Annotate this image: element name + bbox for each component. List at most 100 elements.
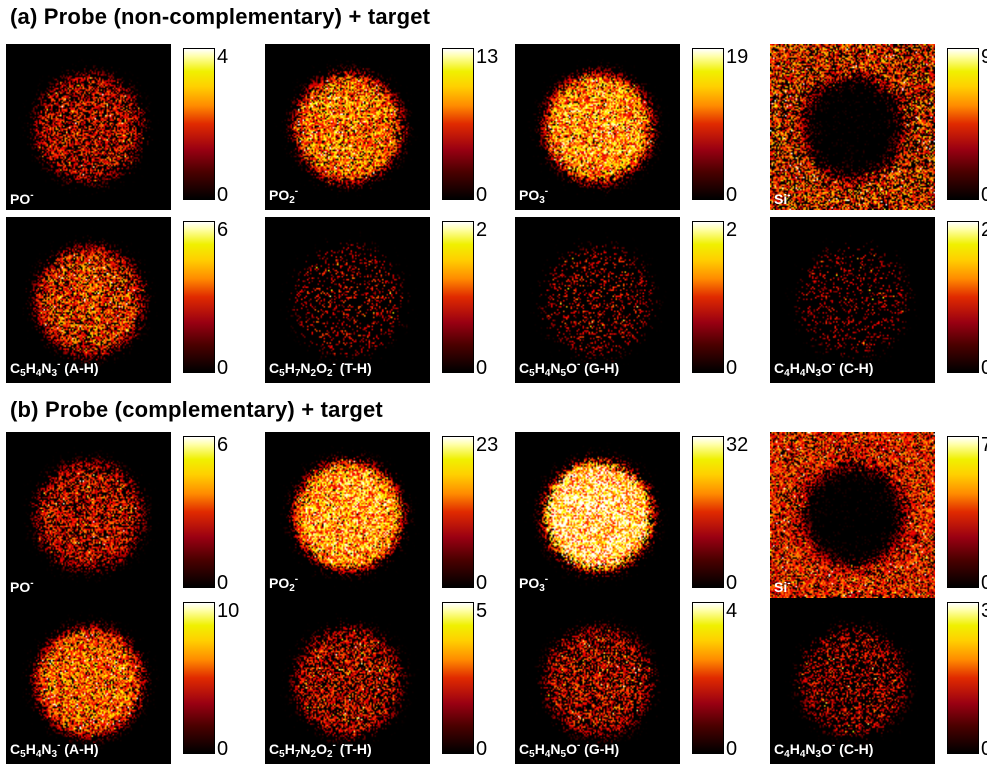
colorbar-max-label: 9 bbox=[981, 46, 987, 68]
ion-image bbox=[6, 598, 171, 764]
colorbar bbox=[442, 602, 474, 754]
ion-intensity-map: Si- bbox=[770, 432, 935, 598]
section-title-b: (b) Probe (complementary) + target bbox=[10, 397, 383, 422]
colorbar bbox=[692, 602, 724, 754]
colorbar-max-label: 2 bbox=[476, 219, 488, 241]
ion-intensity-map: C5H4N5O- (G-H) bbox=[515, 598, 680, 764]
ion-map-panel: PO2- 13 0 bbox=[265, 44, 510, 210]
ion-image bbox=[265, 44, 430, 210]
colorbar bbox=[183, 221, 215, 373]
section-title-a: (a) Probe (non-complementary) + target bbox=[10, 4, 431, 29]
ion-label: PO- bbox=[10, 190, 34, 207]
ion-intensity-map: PO2- bbox=[265, 432, 430, 598]
ion-image bbox=[265, 432, 430, 598]
colorbar-min-label: 0 bbox=[726, 184, 738, 206]
ion-intensity-map: PO2- bbox=[265, 44, 430, 210]
colorbar-min-label: 0 bbox=[981, 738, 987, 760]
ion-image bbox=[515, 598, 680, 764]
ion-map-panel: PO- 6 0 bbox=[6, 432, 251, 598]
ion-intensity-map: C4H4N3O- (C-H) bbox=[770, 598, 935, 764]
ion-map-panel: C5H4N3- (A-H) 10 0 bbox=[6, 598, 251, 764]
colorbar bbox=[692, 221, 724, 373]
ion-map-panel: C5H4N3- (A-H) 6 0 bbox=[6, 217, 251, 383]
ion-intensity-map: C5H7N2O2- (T-H) bbox=[265, 598, 430, 764]
ion-image bbox=[6, 217, 171, 383]
ion-map-panel: C5H4N5O- (G-H) 2 0 bbox=[515, 217, 760, 383]
ion-image bbox=[770, 432, 935, 598]
ion-map-panel: PO2- 23 0 bbox=[265, 432, 510, 598]
ion-label: Si- bbox=[774, 578, 791, 595]
ion-map-panel: C4H4N3O- (C-H) 3 0 bbox=[770, 598, 987, 764]
colorbar-max-label: 2 bbox=[726, 219, 738, 241]
ion-image bbox=[770, 44, 935, 210]
ion-image bbox=[265, 598, 430, 764]
ion-image bbox=[6, 44, 171, 210]
colorbar-min-label: 0 bbox=[726, 738, 738, 760]
colorbar-max-label: 23 bbox=[476, 434, 499, 456]
ion-label: C5H4N3- (A-H) bbox=[10, 740, 99, 760]
ion-label: C5H7N2O2- (T-H) bbox=[269, 740, 372, 760]
colorbar-min-label: 0 bbox=[981, 184, 987, 206]
ion-image bbox=[515, 217, 680, 383]
ion-image bbox=[515, 44, 680, 210]
ion-label: PO2- bbox=[269, 574, 299, 594]
colorbar-max-label: 6 bbox=[217, 219, 229, 241]
ion-label: PO3- bbox=[519, 186, 549, 206]
ion-map-panel: Si- 7 0 bbox=[770, 432, 987, 598]
colorbar-min-label: 0 bbox=[217, 184, 229, 206]
colorbar-min-label: 0 bbox=[726, 357, 738, 379]
colorbar-min-label: 0 bbox=[981, 572, 987, 594]
ion-map-panel: PO3- 32 0 bbox=[515, 432, 760, 598]
colorbar-min-label: 0 bbox=[476, 572, 488, 594]
colorbar-max-label: 13 bbox=[476, 46, 499, 68]
colorbar bbox=[947, 602, 979, 754]
colorbar-max-label: 6 bbox=[217, 434, 229, 456]
colorbar bbox=[947, 48, 979, 200]
ion-map-panel: PO- 4 0 bbox=[6, 44, 251, 210]
colorbar-max-label: 10 bbox=[217, 600, 240, 622]
colorbar-min-label: 0 bbox=[217, 572, 229, 594]
colorbar bbox=[947, 221, 979, 373]
ion-image bbox=[770, 598, 935, 764]
colorbar bbox=[442, 221, 474, 373]
ion-intensity-map: PO3- bbox=[515, 44, 680, 210]
colorbar-max-label: 19 bbox=[726, 46, 749, 68]
ion-label: C4H4N3O- (C-H) bbox=[774, 359, 874, 379]
colorbar-min-label: 0 bbox=[217, 357, 229, 379]
colorbar-min-label: 0 bbox=[476, 738, 488, 760]
ion-intensity-map: C5H4N5O- (G-H) bbox=[515, 217, 680, 383]
ion-intensity-map: Si- bbox=[770, 44, 935, 210]
ion-image bbox=[6, 432, 171, 598]
colorbar-max-label: 4 bbox=[726, 600, 738, 622]
colorbar-max-label: 7 bbox=[981, 434, 987, 456]
ion-image bbox=[770, 217, 935, 383]
ion-label: C4H4N3O- (C-H) bbox=[774, 740, 874, 760]
ion-label: Si- bbox=[774, 190, 791, 207]
ion-intensity-map: PO- bbox=[6, 432, 171, 598]
colorbar-min-label: 0 bbox=[981, 357, 987, 379]
colorbar-max-label: 3 bbox=[981, 600, 987, 622]
colorbar-min-label: 0 bbox=[217, 738, 229, 760]
ion-intensity-map: C5H4N3- (A-H) bbox=[6, 598, 171, 764]
colorbar-max-label: 5 bbox=[476, 600, 488, 622]
colorbar-min-label: 0 bbox=[726, 572, 738, 594]
ion-label: PO2- bbox=[269, 186, 299, 206]
ion-intensity-map: PO3- bbox=[515, 432, 680, 598]
ion-label: C5H4N5O- (G-H) bbox=[519, 359, 620, 379]
ion-label: PO3- bbox=[519, 574, 549, 594]
colorbar bbox=[183, 48, 215, 200]
colorbar-min-label: 0 bbox=[476, 357, 488, 379]
colorbar bbox=[442, 436, 474, 588]
colorbar bbox=[183, 602, 215, 754]
ion-label: C5H4N5O- (G-H) bbox=[519, 740, 620, 760]
colorbar bbox=[692, 436, 724, 588]
ion-map-panel: C4H4N3O- (C-H) 2 0 bbox=[770, 217, 987, 383]
colorbar bbox=[183, 436, 215, 588]
colorbar-max-label: 2 bbox=[981, 219, 987, 241]
colorbar bbox=[947, 436, 979, 588]
ion-intensity-map: C5H4N3- (A-H) bbox=[6, 217, 171, 383]
colorbar-min-label: 0 bbox=[476, 184, 488, 206]
ion-label: C5H7N2O2- (T-H) bbox=[269, 359, 372, 379]
ion-image bbox=[265, 217, 430, 383]
ion-label: PO- bbox=[10, 578, 34, 595]
